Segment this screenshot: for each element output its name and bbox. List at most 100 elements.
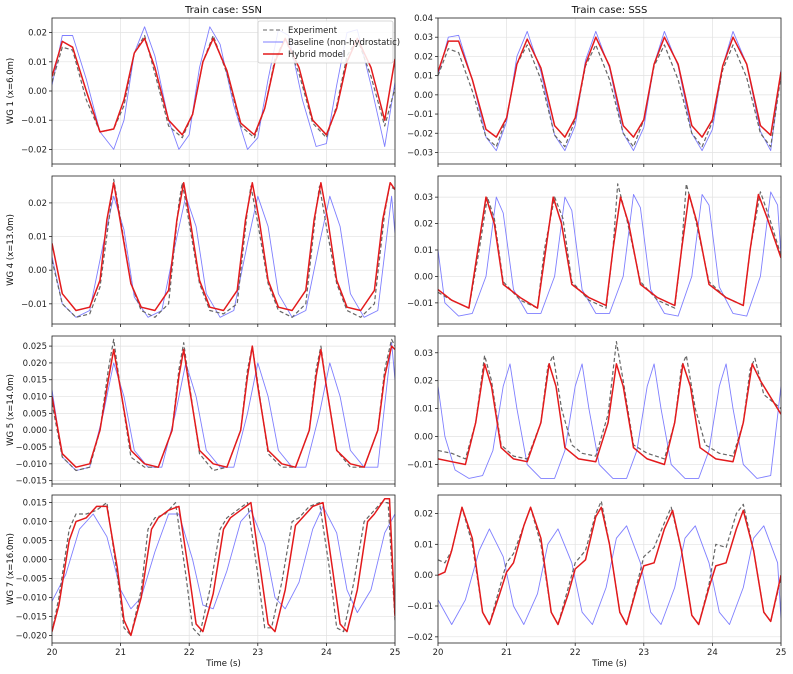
series-line-hybrid-model (438, 36, 781, 138)
y-tick-label: 0.005 (23, 409, 47, 419)
series-line-hybrid-model (438, 193, 781, 309)
y-tick-label: 0.00 (414, 91, 433, 101)
series-line-baseline-non-hydrostatic (52, 505, 395, 614)
y-tick-label: 0.03 (414, 349, 433, 359)
series-line-baseline-non-hydrostatic (52, 195, 395, 318)
x-tick-label: 21 (115, 648, 126, 658)
y-tick-label: −0.02 (407, 129, 433, 139)
series-line-hybrid-model (438, 363, 781, 466)
x-tick-label: 21 (501, 648, 512, 658)
series-line-hybrid-model (52, 345, 395, 468)
x-axis-label-left: Time (s) (205, 659, 241, 669)
y-tick-label: 0.03 (414, 193, 433, 203)
x-tick-label: 24 (321, 648, 332, 658)
legend-label: Experiment (288, 26, 338, 36)
y-tick-label: −0.01 (407, 460, 433, 470)
series-group (52, 26, 395, 150)
x-tick-label: 22 (570, 648, 581, 658)
y-tick-label: −0.01 (21, 116, 47, 126)
series-line-hybrid-model (438, 506, 781, 626)
legend-label: Hybrid model (288, 50, 345, 60)
x-tick-label: 25 (390, 648, 401, 658)
series-group (52, 498, 395, 637)
y-tick-label: 0.015 (23, 499, 47, 509)
y-tick-label: 0.010 (23, 518, 47, 528)
series-group (52, 178, 395, 318)
subplot-r1-c0: −0.01 0.00 0.01 0.02 WG 4 (x=13.0m) (6, 175, 396, 327)
subplot-grid: −0.02 −0.01 0.00 0.01 0.02 WG 1 (x=6.0m) −0.03… (6, 14, 786, 658)
series-line-hybrid-model (52, 181, 395, 312)
series-line-experiment (438, 183, 781, 309)
y-tick-label: 0.000 (23, 426, 47, 436)
subplot-r3-c1: −0.02 −0.01 0.00 0.01 0.02 20 21 22 23 24 25 (407, 494, 786, 658)
subplot-r2-c0: −0.015 −0.010 −0.005 0.000 0.005 0.010 0.015 0.… (6, 335, 396, 487)
axes-frame (437, 335, 782, 485)
y-tick-label: −0.010 (16, 460, 47, 470)
y-tick-label: 0.01 (28, 58, 47, 68)
y-tick-label: −0.03 (407, 148, 433, 158)
y-axis-label: WG 7 (x=16.0m) (6, 533, 16, 605)
y-tick-label: 0.000 (23, 556, 47, 566)
x-tick-label: 22 (184, 648, 195, 658)
y-axis-label: WG 4 (x=13.0m) (6, 214, 16, 286)
y-tick-label: 0.00 (28, 87, 47, 97)
x-axis-label-right: Time (s) (591, 659, 627, 669)
y-tick-label: 0.00 (414, 571, 433, 581)
y-tick-label: 0.020 (23, 359, 47, 369)
series-line-hybrid-model (52, 498, 395, 637)
legend: Experiment Baseline (non-hydrostatic) Hybr… (257, 20, 400, 64)
y-tick-label: 0.01 (414, 405, 433, 415)
y-tick-label: 0.01 (28, 233, 47, 243)
series-line-baseline-non-hydrostatic (52, 26, 395, 150)
y-tick-label: −0.010 (16, 593, 47, 603)
y-axis-label: WG 1 (x=6.0m) (6, 58, 16, 124)
y-tick-label: −0.005 (16, 443, 47, 453)
y-tick-label: 0.00 (414, 433, 433, 443)
y-tick-label: 0.00 (28, 266, 47, 276)
x-tick-label: 23 (638, 648, 649, 658)
series-group (438, 341, 781, 479)
y-tick-label: 0.02 (28, 29, 47, 39)
y-tick-label: −0.020 (16, 631, 47, 641)
y-tick-label: 0.01 (414, 540, 433, 550)
y-tick-label: −0.02 (407, 633, 433, 643)
y-tick-label: 0.015 (23, 376, 47, 386)
axes-frame (51, 494, 396, 644)
y-tick-label: 0.04 (414, 14, 433, 24)
y-tick-label: 0.005 (23, 537, 47, 547)
axes-frame (437, 17, 782, 165)
axes-frame (51, 335, 396, 485)
subplot-r3-c0: −0.020 −0.015 −0.010 −0.005 0.000 0.005 0.010 0… (6, 494, 401, 658)
series-line-baseline-non-hydrostatic (438, 363, 781, 479)
y-tick-label: −0.015 (16, 477, 47, 487)
x-tick-label: 23 (252, 648, 263, 658)
subplot-r0-c1: −0.03 −0.02 −0.01 0.00 0.01 0.02 0.03 0.04 (407, 14, 782, 167)
x-tick-label: 24 (707, 648, 718, 658)
y-tick-label: 0.02 (414, 220, 433, 230)
y-tick-label: 0.010 (23, 393, 47, 403)
y-tick-label: −0.02 (21, 145, 47, 155)
y-axis-label: WG 5 (x=14.0m) (6, 374, 16, 446)
x-tick-label: 20 (47, 648, 58, 658)
y-tick-label: 0.02 (28, 199, 47, 209)
y-tick-label: 0.01 (414, 72, 433, 82)
y-tick-label: −0.01 (21, 300, 47, 310)
subplot-r1-c1: −0.01 0.00 0.01 0.02 0.03 (407, 175, 782, 327)
series-group (438, 183, 781, 317)
axes-frame (437, 494, 782, 644)
axes-frame (51, 175, 396, 325)
col-title-right: Train case: SSS (571, 5, 648, 16)
series-line-hybrid-model (52, 37, 395, 136)
series-line-baseline-non-hydrostatic (438, 525, 781, 625)
y-tick-label: −0.01 (407, 110, 433, 120)
y-tick-label: 0.02 (414, 52, 433, 62)
y-tick-label: 0.03 (414, 33, 433, 43)
y-tick-label: −0.015 (16, 612, 47, 622)
subplot-r2-c1: −0.01 0.00 0.01 0.02 0.03 (407, 335, 782, 487)
y-tick-label: −0.01 (407, 299, 433, 309)
y-tick-label: 0.02 (414, 377, 433, 387)
y-tick-label: −0.01 (407, 602, 433, 612)
legend-box (257, 20, 394, 64)
series-line-experiment (438, 341, 781, 460)
